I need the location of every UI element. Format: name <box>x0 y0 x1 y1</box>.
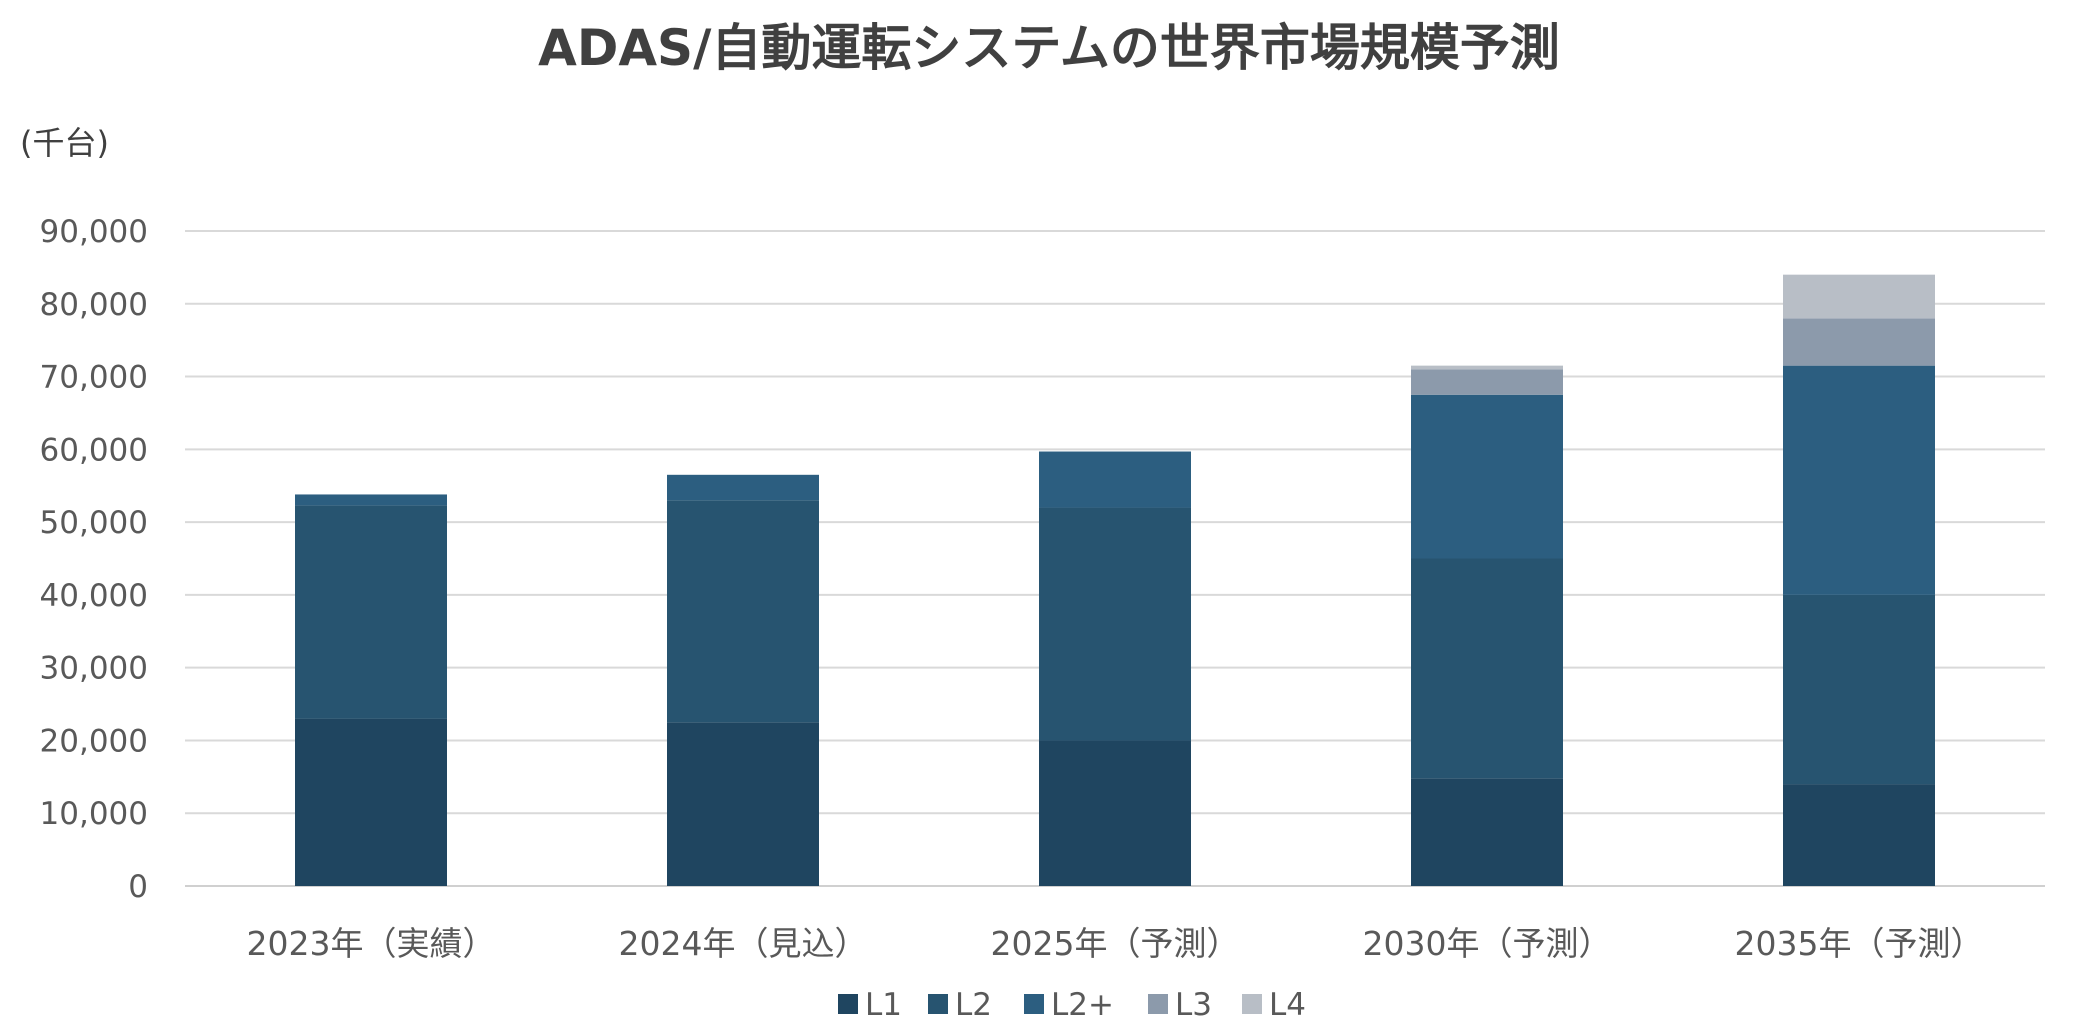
legend-label: L2 <box>955 987 992 1023</box>
bar-l2plus <box>667 474 819 501</box>
y-tick-label: 70,000 <box>40 360 148 396</box>
y-tick-label: 60,000 <box>40 432 148 468</box>
legend-label: L1 <box>865 987 902 1023</box>
bar-l2plus <box>295 494 447 506</box>
bar-l1 <box>295 718 447 886</box>
x-tick-label: 2025年（予測） <box>991 924 1240 963</box>
chart-title: ADAS/自動運転システムの世界市場規模予測 <box>538 19 1560 77</box>
legend-swatch <box>1242 994 1262 1014</box>
y-tick-label: 30,000 <box>40 651 148 687</box>
bar-l2 <box>1411 558 1563 779</box>
legend-swatch <box>1148 994 1168 1014</box>
x-tick-label: 2023年（実績） <box>247 924 496 963</box>
legend-swatch <box>1024 994 1044 1014</box>
y-tick-label: 0 <box>128 869 148 905</box>
bar-l3 <box>1411 369 1563 395</box>
bar-l1 <box>1783 784 1935 886</box>
legend-label: L3 <box>1175 987 1212 1023</box>
x-tick-label: 2035年（予測） <box>1735 924 1984 963</box>
y-tick-label: 40,000 <box>40 578 148 614</box>
y-axis-unit: (千台) <box>20 124 109 162</box>
bar-l1 <box>1411 778 1563 886</box>
bar-l3 <box>1783 318 1935 366</box>
x-tick-label: 2030年（予測） <box>1363 924 1612 963</box>
bar-l2 <box>667 500 819 723</box>
y-tick-label: 90,000 <box>40 214 148 250</box>
bar-l2 <box>1039 507 1191 741</box>
y-tick-label: 50,000 <box>40 505 148 541</box>
legend-swatch <box>838 994 858 1014</box>
legend-label: L2+ <box>1051 987 1114 1023</box>
bar-l1 <box>1039 740 1191 886</box>
bar-l4 <box>1783 274 1935 319</box>
legend-label: L4 <box>1269 987 1306 1023</box>
bar-l2plus <box>1039 451 1191 508</box>
x-tick-label: 2024年（見込） <box>619 924 868 963</box>
legend-swatch <box>928 994 948 1014</box>
y-tick-label: 80,000 <box>40 287 148 323</box>
y-tick-label: 20,000 <box>40 723 148 759</box>
bar-l2 <box>1783 594 1935 785</box>
y-tick-label: 10,000 <box>40 796 148 832</box>
bar-l4 <box>1411 365 1563 370</box>
bar-l2plus <box>1411 394 1563 559</box>
bar-l1 <box>667 722 819 886</box>
bar-l2plus <box>1783 365 1935 595</box>
bar-l2 <box>295 505 447 719</box>
